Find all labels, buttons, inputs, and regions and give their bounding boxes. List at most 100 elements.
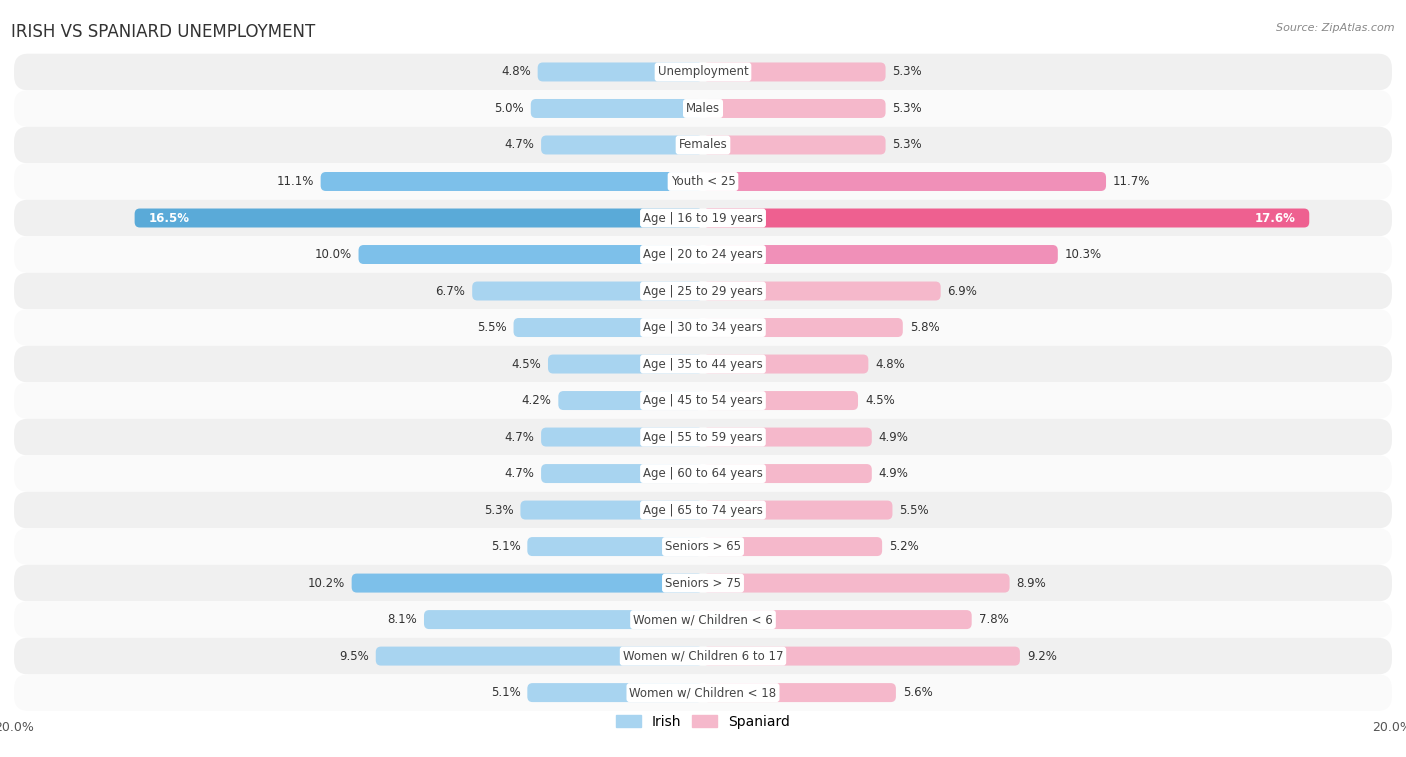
Text: Age | 60 to 64 years: Age | 60 to 64 years bbox=[643, 467, 763, 480]
FancyBboxPatch shape bbox=[703, 610, 972, 629]
Text: Women w/ Children 6 to 17: Women w/ Children 6 to 17 bbox=[623, 650, 783, 662]
FancyBboxPatch shape bbox=[703, 245, 1057, 264]
FancyBboxPatch shape bbox=[14, 492, 1392, 528]
FancyBboxPatch shape bbox=[14, 90, 1392, 126]
Text: Age | 55 to 59 years: Age | 55 to 59 years bbox=[643, 431, 763, 444]
Text: 5.3%: 5.3% bbox=[893, 139, 922, 151]
FancyBboxPatch shape bbox=[352, 574, 703, 593]
Text: Women w/ Children < 18: Women w/ Children < 18 bbox=[630, 686, 776, 699]
Text: 4.2%: 4.2% bbox=[522, 394, 551, 407]
FancyBboxPatch shape bbox=[321, 172, 703, 191]
FancyBboxPatch shape bbox=[135, 208, 703, 228]
FancyBboxPatch shape bbox=[14, 638, 1392, 674]
FancyBboxPatch shape bbox=[541, 428, 703, 447]
Text: Source: ZipAtlas.com: Source: ZipAtlas.com bbox=[1277, 23, 1395, 33]
Text: 5.3%: 5.3% bbox=[893, 102, 922, 115]
Text: Youth < 25: Youth < 25 bbox=[671, 175, 735, 188]
FancyBboxPatch shape bbox=[703, 683, 896, 702]
Text: Seniors > 65: Seniors > 65 bbox=[665, 540, 741, 553]
Text: 11.1%: 11.1% bbox=[277, 175, 314, 188]
FancyBboxPatch shape bbox=[513, 318, 703, 337]
Text: 9.5%: 9.5% bbox=[339, 650, 368, 662]
Text: 17.6%: 17.6% bbox=[1254, 211, 1295, 225]
Text: Women w/ Children < 6: Women w/ Children < 6 bbox=[633, 613, 773, 626]
Text: 6.9%: 6.9% bbox=[948, 285, 977, 298]
FancyBboxPatch shape bbox=[14, 455, 1392, 492]
FancyBboxPatch shape bbox=[14, 164, 1392, 200]
Text: 5.3%: 5.3% bbox=[484, 503, 513, 516]
FancyBboxPatch shape bbox=[14, 273, 1392, 310]
Text: 9.2%: 9.2% bbox=[1026, 650, 1057, 662]
FancyBboxPatch shape bbox=[703, 354, 869, 373]
Text: 5.6%: 5.6% bbox=[903, 686, 932, 699]
FancyBboxPatch shape bbox=[703, 464, 872, 483]
FancyBboxPatch shape bbox=[359, 245, 703, 264]
FancyBboxPatch shape bbox=[375, 646, 703, 665]
Text: Age | 30 to 34 years: Age | 30 to 34 years bbox=[643, 321, 763, 334]
FancyBboxPatch shape bbox=[14, 528, 1392, 565]
FancyBboxPatch shape bbox=[14, 674, 1392, 711]
Text: 5.2%: 5.2% bbox=[889, 540, 918, 553]
Legend: Irish, Spaniard: Irish, Spaniard bbox=[610, 709, 796, 734]
Text: Age | 65 to 74 years: Age | 65 to 74 years bbox=[643, 503, 763, 516]
Text: 4.8%: 4.8% bbox=[875, 357, 905, 370]
Text: 5.1%: 5.1% bbox=[491, 540, 520, 553]
FancyBboxPatch shape bbox=[541, 464, 703, 483]
Text: 4.9%: 4.9% bbox=[879, 467, 908, 480]
FancyBboxPatch shape bbox=[703, 500, 893, 519]
FancyBboxPatch shape bbox=[703, 318, 903, 337]
FancyBboxPatch shape bbox=[703, 428, 872, 447]
Text: Age | 25 to 29 years: Age | 25 to 29 years bbox=[643, 285, 763, 298]
Text: Males: Males bbox=[686, 102, 720, 115]
Text: 4.7%: 4.7% bbox=[505, 139, 534, 151]
FancyBboxPatch shape bbox=[14, 346, 1392, 382]
FancyBboxPatch shape bbox=[703, 63, 886, 82]
Text: Unemployment: Unemployment bbox=[658, 65, 748, 79]
Text: 5.5%: 5.5% bbox=[477, 321, 506, 334]
Text: 4.9%: 4.9% bbox=[879, 431, 908, 444]
FancyBboxPatch shape bbox=[14, 200, 1392, 236]
FancyBboxPatch shape bbox=[14, 236, 1392, 273]
Text: 4.8%: 4.8% bbox=[501, 65, 531, 79]
FancyBboxPatch shape bbox=[531, 99, 703, 118]
FancyBboxPatch shape bbox=[425, 610, 703, 629]
Text: 6.7%: 6.7% bbox=[436, 285, 465, 298]
Text: Females: Females bbox=[679, 139, 727, 151]
FancyBboxPatch shape bbox=[14, 419, 1392, 455]
FancyBboxPatch shape bbox=[537, 63, 703, 82]
FancyBboxPatch shape bbox=[703, 391, 858, 410]
FancyBboxPatch shape bbox=[703, 537, 882, 556]
FancyBboxPatch shape bbox=[14, 310, 1392, 346]
Text: 10.2%: 10.2% bbox=[308, 577, 344, 590]
FancyBboxPatch shape bbox=[14, 601, 1392, 638]
FancyBboxPatch shape bbox=[703, 172, 1107, 191]
FancyBboxPatch shape bbox=[527, 683, 703, 702]
Text: 4.5%: 4.5% bbox=[865, 394, 894, 407]
Text: 10.0%: 10.0% bbox=[315, 248, 352, 261]
Text: 8.1%: 8.1% bbox=[387, 613, 418, 626]
Text: 8.9%: 8.9% bbox=[1017, 577, 1046, 590]
FancyBboxPatch shape bbox=[541, 136, 703, 154]
FancyBboxPatch shape bbox=[14, 126, 1392, 164]
FancyBboxPatch shape bbox=[703, 99, 886, 118]
Text: 10.3%: 10.3% bbox=[1064, 248, 1102, 261]
Text: 16.5%: 16.5% bbox=[149, 211, 190, 225]
Text: 4.7%: 4.7% bbox=[505, 431, 534, 444]
FancyBboxPatch shape bbox=[14, 382, 1392, 419]
Text: Seniors > 75: Seniors > 75 bbox=[665, 577, 741, 590]
Text: Age | 35 to 44 years: Age | 35 to 44 years bbox=[643, 357, 763, 370]
Text: Age | 20 to 24 years: Age | 20 to 24 years bbox=[643, 248, 763, 261]
FancyBboxPatch shape bbox=[703, 136, 886, 154]
FancyBboxPatch shape bbox=[548, 354, 703, 373]
FancyBboxPatch shape bbox=[703, 208, 1309, 228]
FancyBboxPatch shape bbox=[520, 500, 703, 519]
Text: 4.7%: 4.7% bbox=[505, 467, 534, 480]
FancyBboxPatch shape bbox=[527, 537, 703, 556]
Text: 5.5%: 5.5% bbox=[900, 503, 929, 516]
FancyBboxPatch shape bbox=[472, 282, 703, 301]
FancyBboxPatch shape bbox=[703, 282, 941, 301]
Text: Age | 45 to 54 years: Age | 45 to 54 years bbox=[643, 394, 763, 407]
Text: 5.1%: 5.1% bbox=[491, 686, 520, 699]
FancyBboxPatch shape bbox=[558, 391, 703, 410]
FancyBboxPatch shape bbox=[14, 54, 1392, 90]
